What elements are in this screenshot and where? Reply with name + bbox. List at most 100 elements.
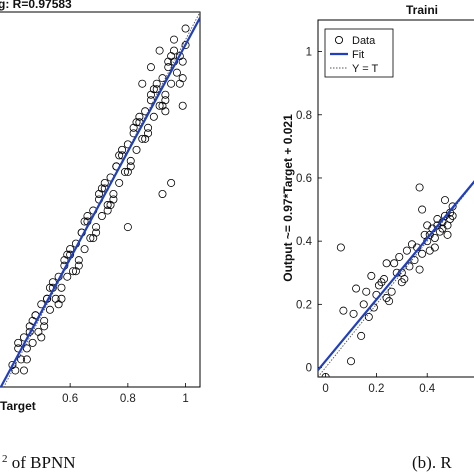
right-y-tick-label: 0.6 — [296, 173, 312, 185]
left-data-point — [89, 234, 98, 243]
left-data-point — [74, 256, 83, 265]
legend-data-marker-icon — [334, 35, 344, 45]
right-data-point — [364, 312, 373, 321]
right-data-point — [395, 252, 404, 261]
left-data-point — [40, 322, 49, 331]
left-data-point — [149, 112, 158, 121]
left-chart-panel: g: R=0.97583 0.6 0.8 1 Target — [0, 0, 201, 413]
left-data-point — [80, 217, 89, 226]
right-data-point — [382, 294, 391, 303]
left-x-tick-label: 1 — [182, 393, 188, 405]
left-data-point — [158, 74, 167, 83]
right-x-tick-label: 0 — [322, 383, 328, 395]
left-data-point — [181, 24, 190, 33]
left-data-point — [181, 41, 190, 50]
left-data-point — [120, 167, 129, 176]
right-data-point — [357, 331, 366, 340]
right-data-point — [423, 221, 432, 230]
right-y-axis-label: Output ~= 0.97*Target + 0.021 — [281, 114, 295, 282]
right-y-tick-label: 0.2 — [296, 299, 312, 311]
right-data-point — [349, 309, 358, 318]
left-plot-area — [0, 12, 200, 387]
left-x-axis-label: Target — [0, 399, 36, 413]
left-data-point — [178, 101, 187, 110]
right-data-point — [405, 262, 414, 271]
right-data-point — [367, 271, 376, 280]
left-data-point — [57, 283, 66, 292]
left-data-point — [141, 134, 150, 143]
right-data-point — [336, 243, 345, 252]
right-data-point — [415, 265, 424, 274]
right-data-point — [448, 202, 457, 211]
right-axis-ticks: 0 0.2 0.4 0 0.2 0.4 0.6 0.8 1 — [296, 47, 436, 395]
left-data-point — [19, 366, 28, 375]
left-data-point — [161, 90, 170, 99]
right-data-point — [347, 357, 356, 366]
right-data-point — [359, 300, 368, 309]
legend-label-data: Data — [352, 35, 376, 47]
left-data-point — [167, 79, 176, 88]
left-data-point — [54, 300, 63, 309]
right-data-point — [321, 373, 330, 377]
left-data-point — [60, 256, 69, 265]
left-identity-line — [3, 12, 200, 387]
left-data-point — [109, 189, 118, 198]
right-fit-line — [318, 180, 474, 371]
left-data-point — [123, 167, 132, 176]
right-data-point — [374, 281, 383, 290]
left-data-point — [167, 178, 176, 187]
left-data-point — [92, 223, 101, 232]
left-data-point — [129, 123, 138, 132]
left-fit-line — [0, 17, 200, 387]
right-y-tick-label: 1 — [306, 47, 312, 59]
left-data-point — [126, 156, 135, 165]
left-data-point — [115, 178, 124, 187]
left-data-point — [69, 267, 78, 276]
left-data-point — [155, 101, 164, 110]
legend-label-identity: Y = T — [352, 63, 378, 75]
left-data-point — [158, 189, 167, 198]
right-identity-line — [318, 182, 474, 377]
left-data-point — [45, 305, 54, 314]
left-data-point — [164, 57, 173, 66]
right-data-point — [425, 246, 434, 255]
left-data-point — [138, 134, 147, 143]
left-data-point — [178, 57, 187, 66]
legend-label-fit: Fit — [352, 49, 364, 61]
right-data-point — [433, 215, 442, 224]
left-data-point — [175, 79, 184, 88]
right-data-point — [380, 275, 389, 284]
left-data-point — [40, 316, 49, 325]
left-data-point — [22, 355, 31, 364]
left-data-point — [71, 267, 80, 276]
left-data-point — [146, 63, 155, 72]
right-data-point — [410, 256, 419, 265]
left-data-point — [95, 189, 104, 198]
legend: Data Fit Y = T — [324, 28, 394, 78]
left-data-point — [115, 151, 124, 160]
left-data-point — [155, 46, 164, 55]
caption-superscript: 2 — [2, 453, 8, 465]
right-data-point — [339, 306, 348, 315]
right-data-point — [390, 259, 399, 268]
right-y-tick-label: 0 — [306, 363, 312, 375]
right-chart-title: Traini — [406, 3, 438, 17]
left-chart-title: g: R=0.97583 — [0, 0, 72, 11]
left-caption: 2 of BPNN — [2, 453, 76, 472]
right-caption: (b). R — [412, 453, 452, 472]
right-plot-area — [318, 180, 474, 377]
left-data-point — [17, 355, 26, 364]
left-data-point — [97, 212, 106, 221]
right-data-point — [438, 224, 447, 233]
left-data-point — [132, 145, 141, 154]
left-data-point — [146, 90, 155, 99]
caption-left-text: of BPNN — [8, 453, 76, 472]
left-data-point — [103, 201, 112, 210]
right-data-point — [443, 230, 452, 239]
left-data-point — [161, 107, 170, 116]
right-data-point — [440, 196, 449, 205]
left-data-point — [63, 272, 72, 281]
right-data-point — [415, 183, 424, 192]
left-data-point — [37, 333, 46, 342]
